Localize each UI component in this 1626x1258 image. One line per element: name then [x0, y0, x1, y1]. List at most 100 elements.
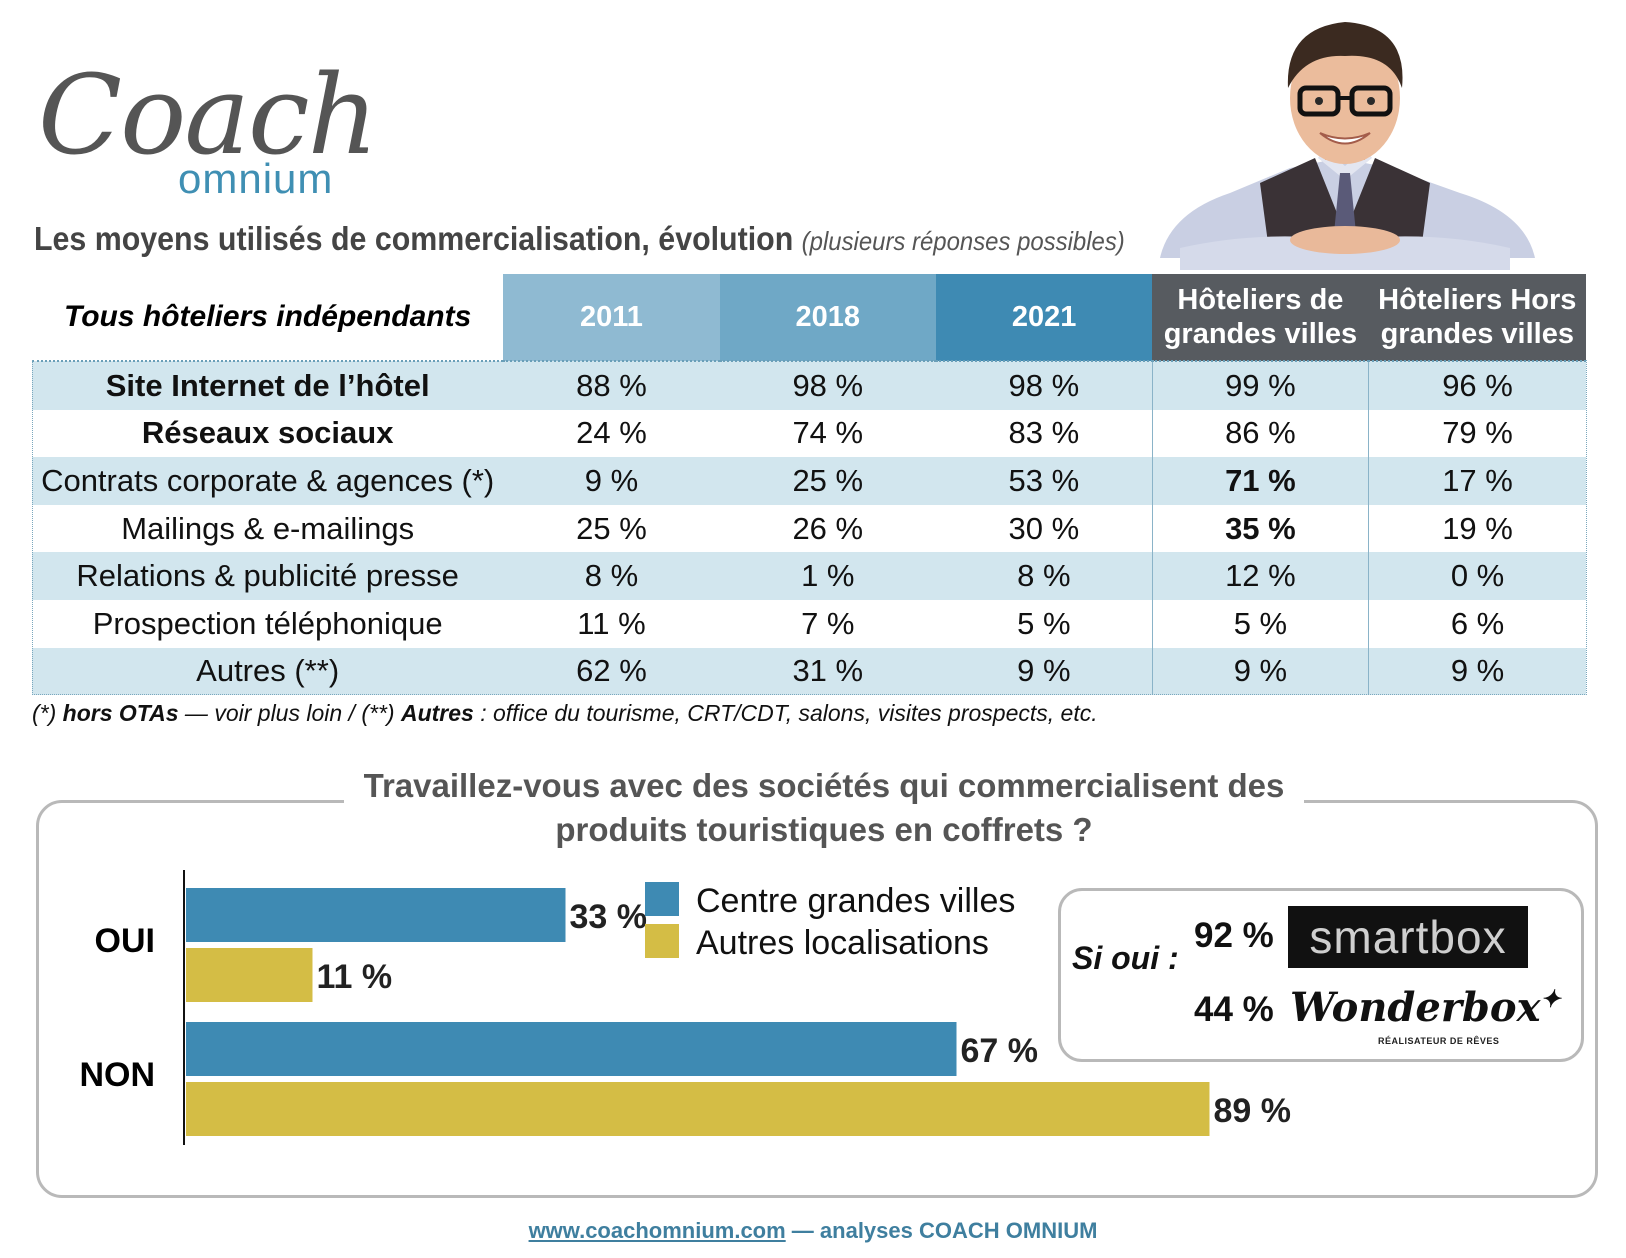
- bar-oui-centre: [186, 888, 566, 942]
- table-cell: 1 %: [719, 552, 936, 600]
- si-oui-label: Si oui :: [1072, 940, 1179, 976]
- page-title-main: Les moyens utilisés de commercialisation…: [34, 220, 794, 257]
- bar-value-label: 33 %: [570, 898, 648, 936]
- table-row: Autres (**) 62 % 31 % 9 % 9 % 9 %: [32, 647, 1586, 696]
- table-footnote: (*) hors OTAs — voir plus loin / (**) Au…: [32, 700, 1098, 727]
- table-cell: 17 %: [1368, 457, 1586, 505]
- row-label: Autres (**): [32, 647, 504, 696]
- table-cell: 30 %: [1008, 510, 1080, 546]
- bar-value-label: 67 %: [961, 1032, 1039, 1070]
- table-cell: 62 %: [503, 647, 720, 696]
- page-title-sub: (plusieurs réponses possibles): [801, 226, 1125, 256]
- table-row: Réseaux sociaux 24 % 74 % 83 % 86 % 79 %: [32, 409, 1586, 458]
- column-header-2021: 2021: [935, 274, 1153, 361]
- table-cell: 26 %: [792, 510, 864, 546]
- bar-non-centre: [186, 1022, 957, 1076]
- table-row: Relations & publicité presse 8 % 1 % 8 %…: [32, 552, 1586, 600]
- table-cell-highlight: 71 %: [1151, 457, 1369, 505]
- table-cell: 99 %: [1151, 361, 1369, 410]
- wonderbox-percentage: 44 %: [1194, 990, 1274, 1029]
- column-header-2018: 2018: [719, 274, 936, 361]
- column-header-2011: 2011: [503, 274, 720, 361]
- column-header-hors-grandes-villes: Hôteliers Hors grandes villes: [1368, 274, 1586, 361]
- wonderbox-tagline: RÉALISATEUR DE RÊVES: [1378, 1036, 1500, 1046]
- table-header-row: Tous hôteliers indépendants 2011 2018 20…: [32, 274, 1586, 361]
- footer-text: — analyses COACH OMNIUM: [785, 1218, 1098, 1243]
- logo-coach-word: Coach: [38, 51, 368, 179]
- row-label: Site Internet de l’hôtel: [32, 361, 504, 410]
- bar-value-label: 11 %: [317, 958, 393, 996]
- question-line-1: Travaillez-vous avec des sociétés qui co…: [363, 767, 1285, 804]
- table-cell: 0 %: [1368, 552, 1586, 600]
- legend-label-centre: Centre grandes villes: [696, 882, 1015, 920]
- footnote-part: : office du tourisme, CRT/CDT, salons, v…: [473, 700, 1098, 726]
- table-cell: 19 %: [1368, 504, 1586, 553]
- bar-value-label: 89 %: [1214, 1092, 1292, 1130]
- table-cell: 8 %: [935, 552, 1153, 600]
- table-cell-highlight: 35 %: [1151, 504, 1369, 553]
- footnote-part: — voir plus loin / (**): [178, 700, 401, 726]
- table-cell: 9 %: [1151, 647, 1369, 696]
- logo-omnium-word: omnium: [178, 155, 333, 202]
- page-title: Les moyens utilisés de commercialisation…: [34, 220, 1125, 258]
- sparkle-icon: ✦: [1540, 984, 1561, 1013]
- table-row: Mailings & e-mailings 25 % 26 % 30 % 35 …: [32, 504, 1586, 553]
- table-row: Contrats corporate & agences (*) 9 % 25 …: [32, 457, 1586, 505]
- table-cell: 31 %: [719, 647, 936, 696]
- legend-swatch-centre: [645, 882, 679, 916]
- table-corner-label: Tous hôteliers indépendants: [32, 274, 504, 361]
- row-label: Réseaux sociaux: [141, 415, 394, 451]
- table-cell: 25 %: [576, 510, 647, 546]
- footnote-part: (*): [32, 700, 63, 726]
- wonderbox-logo: Wonderbox✦: [1290, 984, 1561, 1031]
- table-cell: 5 %: [1151, 599, 1369, 648]
- question-title: Travaillez-vous avec des sociétés qui co…: [344, 764, 1304, 852]
- row-label: Contrats corporate & agences (*): [32, 457, 504, 505]
- commercialisation-table: Tous hôteliers indépendants 2011 2018 20…: [32, 274, 1586, 696]
- smartbox-logo: smartbox: [1288, 906, 1528, 968]
- wonderbox-wordmark: Wonderbox: [1290, 984, 1541, 1031]
- table-cell: 12 %: [1151, 552, 1369, 600]
- table-cell: 98 %: [935, 361, 1153, 410]
- row-label: Mailings & e-mailings: [121, 510, 415, 546]
- column-header-grandes-villes: Hôteliers de grandes villes: [1152, 274, 1369, 361]
- smartbox-percentage: 92 %: [1194, 916, 1274, 955]
- table-cell: 9 %: [935, 647, 1153, 696]
- table-cell: 53 %: [935, 457, 1153, 505]
- footer: www.coachomnium.com — analyses COACH OMN…: [0, 1218, 1626, 1244]
- table-cell: 11 %: [577, 605, 646, 641]
- legend-label-autres: Autres localisations: [696, 924, 989, 962]
- bar-non-autres: [186, 1082, 1210, 1136]
- category-label-oui: OUI: [95, 922, 155, 960]
- table-cell: 88 %: [503, 361, 720, 410]
- table-cell: 98 %: [719, 361, 936, 410]
- coffrets-bar-chart: OUI 33 % 11 % NON 67 % 89 % Centre grandes vil…: [79, 870, 1292, 1145]
- bar-oui-autres: [186, 948, 313, 1002]
- website-link[interactable]: www.coachomnium.com: [528, 1218, 786, 1243]
- table-cell: 5 %: [1017, 605, 1071, 641]
- table-cell: 9 %: [1368, 647, 1586, 696]
- table-cell: 79 %: [1368, 409, 1586, 458]
- row-label: Relations & publicité presse: [32, 552, 504, 600]
- table-cell: 9 %: [503, 457, 720, 505]
- table-cell: 86 %: [1151, 409, 1369, 458]
- question-title-background: [344, 760, 1304, 850]
- footnote-bold: Autres: [400, 700, 474, 726]
- question-line-2: produits touristiques en coffrets ?: [555, 811, 1093, 848]
- table-cell: 25 %: [719, 457, 936, 505]
- table-row: Prospection téléphonique 11 % 7 % 5 % 5 …: [32, 599, 1586, 648]
- smiling-man-with-glasses-photo: [1160, 22, 1535, 270]
- table-cell: 24 %: [576, 415, 647, 451]
- table-cell: 96 %: [1368, 361, 1586, 410]
- footnote-bold: hors OTAs: [62, 700, 179, 726]
- table-cell: 74 %: [792, 415, 864, 451]
- table-cell: 8 %: [503, 552, 720, 600]
- coach-omnium-logo: Coach omnium: [38, 51, 368, 202]
- table-cell: 6 %: [1368, 599, 1586, 648]
- table-cell: 7 %: [801, 605, 855, 641]
- table-cell: 83 %: [1008, 415, 1080, 451]
- category-label-non: NON: [79, 1056, 155, 1094]
- row-label: Prospection téléphonique: [92, 605, 443, 641]
- table-row: Site Internet de l’hôtel 88 % 98 % 98 % …: [32, 361, 1586, 410]
- legend-swatch-autres: [645, 924, 679, 958]
